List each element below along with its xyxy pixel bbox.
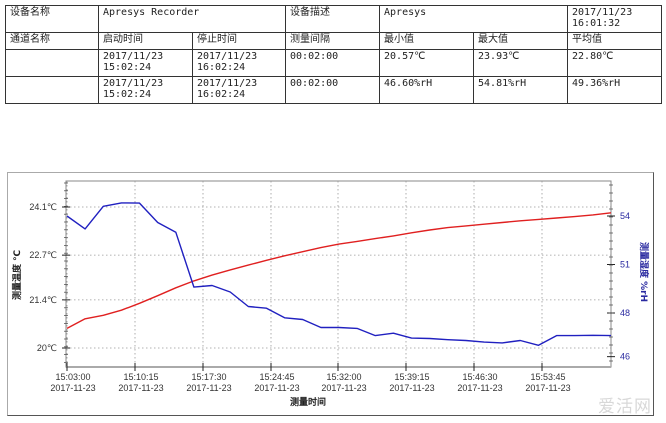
x-tick-time: 15:32:00 (326, 372, 361, 382)
start-date: 2017/11/23 (103, 51, 164, 62)
x-tick-time: 15:39:15 (394, 372, 429, 382)
cell-stop: 2017/11/23 16:02:24 (191, 49, 287, 77)
x-tick-date: 2017-11-23 (457, 383, 502, 393)
x-tick-date: 2017-11-23 (254, 383, 299, 393)
x-tick-date: 2017-11-23 (321, 383, 366, 393)
device-row: 设备名称 Apresys Recorder 设备描述 Apresys 2017/… (5, 5, 663, 33)
y-left-tick-label: 21.4℃ (29, 295, 57, 305)
y-left-tick-label: 24.1℃ (29, 202, 57, 212)
stop-date: 2017/11/23 (197, 78, 258, 89)
cell-avg: 49.36%rH (567, 76, 663, 104)
chart-frame (7, 172, 654, 416)
cell-min: 46.60%rH (379, 76, 475, 104)
device-info-table: 设备名称 Apresys Recorder 设备描述 Apresys 2017/… (5, 5, 663, 104)
cell-channel (5, 76, 99, 104)
start-clock: 15:02:24 (103, 89, 152, 100)
plot-area (65, 180, 612, 368)
x-tick-date: 2017-11-23 (389, 383, 434, 393)
stop-date: 2017/11/23 (197, 51, 258, 62)
watermark: 爱活网 (598, 397, 652, 417)
x-tick-time: 15:03:00 (55, 372, 90, 382)
x-tick-time: 15:24:45 (259, 372, 294, 382)
cell-interval: 00:02:00 (285, 49, 381, 77)
temperature-line (66, 212, 612, 330)
stop-clock: 16:02:24 (197, 62, 246, 73)
y-right-axis-title: 测量湿度 %rH (638, 242, 650, 302)
x-tick-time: 15:53:45 (530, 372, 565, 382)
cell-start: 2017/11/23 15:02:24 (98, 76, 193, 104)
x-tick-time: 15:46:30 (462, 372, 497, 382)
cell-max: 23.93℃ (473, 49, 569, 77)
x-tick-date: 2017-11-23 (50, 383, 95, 393)
stop-clock: 16:02:24 (197, 89, 246, 100)
x-tick-date: 2017-11-23 (525, 383, 570, 393)
y-right-tick-label: 54 (620, 211, 630, 221)
x-tick-time: 15:17:30 (191, 372, 226, 382)
y-right-tick-label: 51 (620, 260, 630, 270)
y-right-tick-label: 46 (620, 352, 630, 362)
x-tick-date: 2017-11-23 (118, 383, 163, 393)
y-left-tick-label: 20℃ (37, 343, 57, 353)
x-tick-date: 2017-11-23 (186, 383, 231, 393)
start-date: 2017/11/23 (103, 78, 164, 89)
y-left-tick-label: 22.7℃ (29, 250, 57, 260)
y-left-axis-title: 测量温度 ℃ (11, 250, 23, 300)
report-date: 2017/11/23 (572, 7, 633, 18)
start-clock: 15:02:24 (103, 62, 152, 73)
humidity-line (66, 202, 612, 346)
cell-max: 54.81%rH (473, 76, 569, 104)
x-tick-time: 15:10:15 (123, 372, 158, 382)
y-right-tick-label: 48 (620, 308, 630, 318)
report-clock: 16:01:32 (572, 18, 621, 29)
cell-stop: 2017/11/23 16:02:24 (191, 76, 287, 104)
cell-avg: 22.80℃ (567, 49, 663, 77)
table-row: 2017/11/23 15:02:24 2017/11/23 16:02:24 00… (5, 76, 663, 104)
table-row: 2017/11/23 15:02:24 2017/11/23 16:02:24 00… (5, 49, 663, 77)
x-axis-title: 测量时间 (290, 396, 326, 408)
report-time: 2017/11/23 16:01:32 (567, 5, 663, 33)
cell-min: 20.57℃ (379, 49, 475, 77)
